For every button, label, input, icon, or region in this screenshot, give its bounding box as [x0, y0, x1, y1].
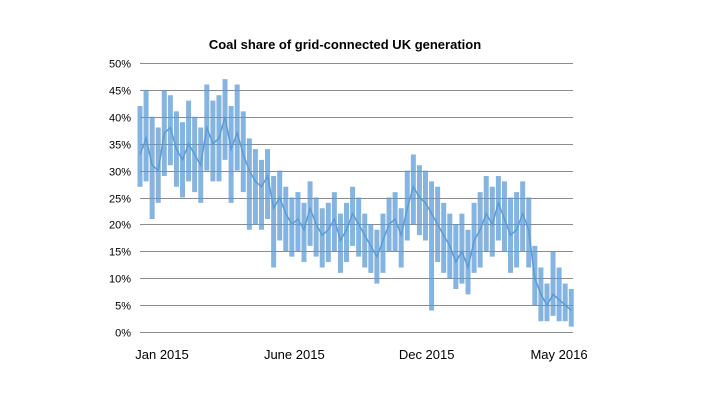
- y-tick-label: 15%: [109, 247, 131, 259]
- plot-area: [137, 79, 574, 327]
- y-tick-label: 0%: [115, 328, 131, 340]
- y-tick-label: 35%: [109, 140, 131, 152]
- y-axis-ticks: 0% 5% 10% 15% 20% 25% 30% 35% 40% 45% 50%: [109, 59, 131, 340]
- y-tick-label: 45%: [109, 86, 131, 98]
- y-tick-label: 30%: [109, 167, 131, 179]
- y-tick-label: 20%: [109, 220, 131, 232]
- series-line: [139, 116, 572, 312]
- y-tick-label: 40%: [109, 113, 131, 125]
- y-tick-label: 10%: [109, 274, 131, 286]
- y-tick-label: 50%: [109, 59, 131, 71]
- x-tick-label: Jan 2015: [135, 347, 189, 362]
- x-tick-label: Dec 2015: [399, 347, 455, 362]
- x-tick-label: June 2015: [264, 347, 325, 362]
- x-axis-ticks: Jan 2015 June 2015 Dec 2015 May 2016: [135, 347, 587, 362]
- y-tick-label: 5%: [115, 301, 131, 313]
- y-tick-label: 25%: [109, 194, 131, 206]
- x-tick-label: May 2016: [530, 347, 587, 362]
- chart-title: Coal share of grid-connected UK generati…: [209, 37, 481, 52]
